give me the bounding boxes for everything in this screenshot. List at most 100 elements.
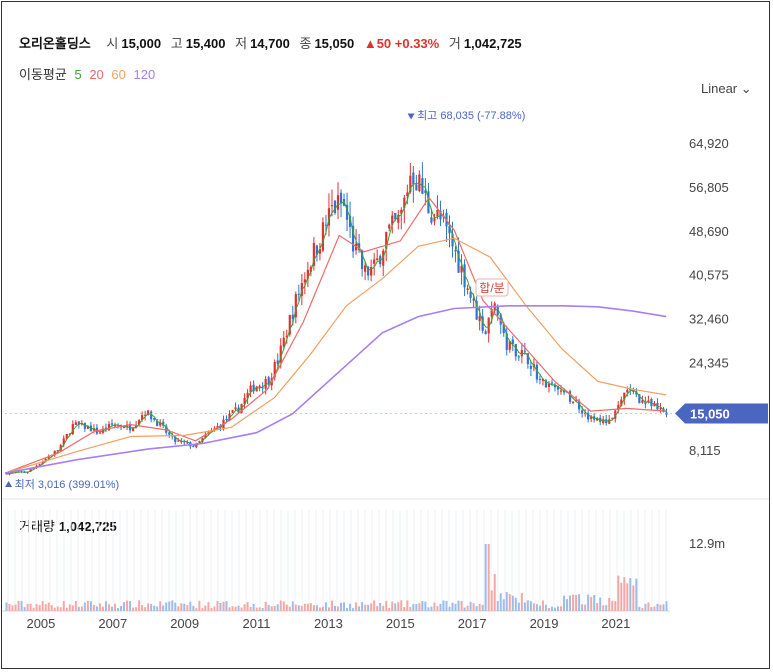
volume-bar — [110, 606, 113, 611]
volume-bar — [47, 602, 50, 611]
volume-bar — [421, 600, 424, 611]
volume-bar — [225, 601, 228, 611]
volume-bar — [466, 605, 469, 611]
volume-bar — [35, 604, 38, 611]
x-tick-label: 2009 — [170, 616, 199, 631]
candle — [587, 413, 590, 420]
candle — [577, 400, 581, 410]
volume-bar — [560, 606, 563, 611]
candle — [481, 316, 484, 331]
volume-bar — [207, 602, 210, 611]
current-price-tag — [675, 403, 768, 424]
x-tick-label: 2019 — [530, 616, 559, 631]
candle — [177, 440, 180, 442]
candle — [526, 353, 529, 365]
volume-bar — [71, 605, 74, 611]
volume-bar — [216, 601, 219, 611]
candle — [318, 248, 322, 254]
candle — [339, 192, 343, 204]
candle — [562, 391, 566, 393]
candle — [59, 445, 62, 451]
quote-header: 오리온홀딩스 시 15,000 고 15,400 저 14,700 종 15,050 ▲… — [19, 33, 528, 52]
open-label: 시 — [106, 36, 119, 51]
volume-bar — [535, 604, 538, 611]
candle — [348, 215, 352, 227]
volume-bar — [89, 601, 92, 611]
candle — [288, 315, 291, 335]
volume-bar — [382, 605, 385, 611]
volume-bar — [460, 600, 463, 611]
candle — [62, 438, 65, 445]
volume-bar — [17, 600, 20, 611]
volume-bar — [300, 605, 303, 611]
volume-bar — [352, 608, 355, 611]
volume-bar — [180, 603, 183, 611]
volume-value: 1,042,725 — [463, 36, 522, 51]
change-value: ▲50 +0.33% — [363, 36, 440, 51]
y-tick-label: 48,690 — [689, 224, 729, 239]
candle — [300, 283, 303, 296]
volume-bar — [358, 606, 361, 611]
volume-bar — [541, 600, 544, 611]
volume-bar — [147, 603, 150, 611]
volume-bar — [424, 601, 427, 611]
volume-bar — [409, 606, 412, 611]
candle — [351, 225, 355, 252]
candle — [153, 418, 156, 420]
volume-bar — [183, 603, 186, 611]
ma5-legend[interactable]: 5 — [74, 67, 82, 82]
candle — [608, 419, 611, 424]
candle — [394, 213, 397, 220]
volume-bar — [487, 544, 490, 611]
ma20-line — [4, 196, 667, 474]
volume-bar — [451, 602, 454, 611]
candle — [276, 360, 279, 364]
volume-bar — [309, 603, 312, 611]
volume-bar — [620, 582, 623, 611]
candle — [391, 215, 394, 225]
volume-bar — [656, 603, 659, 611]
volume-bar — [258, 607, 261, 611]
ma60-legend[interactable]: 60 — [111, 67, 126, 82]
volume-bar — [584, 604, 587, 611]
volume-bar — [659, 604, 662, 611]
volume-bar — [397, 602, 400, 611]
volume-bar — [596, 603, 599, 611]
volume-bar — [333, 605, 336, 611]
volume-bar — [83, 602, 86, 611]
candle — [234, 407, 237, 410]
volume-bar — [370, 603, 373, 611]
candle — [312, 242, 315, 266]
candle — [225, 418, 228, 420]
candle — [364, 265, 367, 272]
ma120-legend[interactable]: 120 — [133, 67, 156, 82]
scale-toggle-dropdown[interactable]: Linear ⌄ — [701, 81, 752, 97]
high-label: 고 — [170, 36, 183, 51]
candle — [255, 386, 258, 392]
volume-bar — [294, 604, 297, 611]
candle — [529, 365, 532, 369]
candle — [192, 446, 195, 448]
max-annotation: 최고 68,035 (-77.88%) — [417, 109, 525, 122]
candle — [460, 266, 463, 273]
ma20-legend[interactable]: 20 — [89, 67, 104, 82]
x-tick-label: 2015 — [386, 616, 415, 631]
volume-bar — [614, 601, 617, 611]
candle — [74, 422, 77, 425]
volume-bar — [430, 606, 433, 611]
volume-bar — [98, 603, 101, 611]
volume-bar — [508, 594, 511, 611]
volume-bar — [74, 600, 77, 611]
candle — [138, 420, 141, 425]
volume-panel-title: 거래량 1,042,725 — [19, 516, 117, 535]
event-label: 합/분 — [479, 281, 504, 295]
x-tick-label: 2017 — [458, 616, 487, 631]
volume-bar — [575, 595, 578, 611]
ma5-line — [6, 182, 667, 475]
volume-bar — [288, 606, 291, 611]
volume-bar — [204, 605, 207, 611]
candle — [330, 205, 334, 207]
volume-panel-label: 거래량 — [19, 519, 55, 534]
volume-bar — [171, 600, 174, 611]
